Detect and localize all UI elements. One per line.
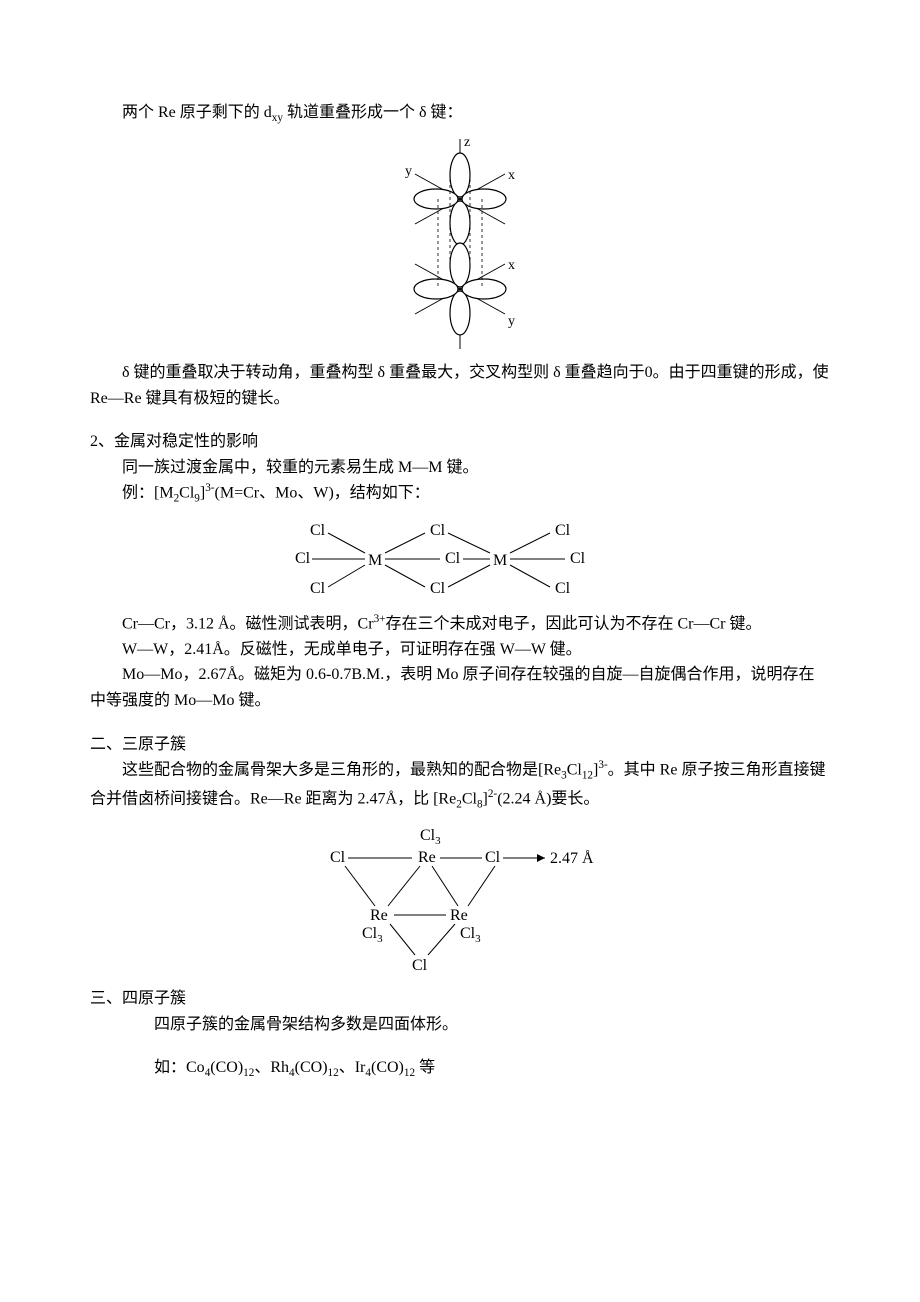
section-2-line-2: 例：[M2Cl9]3-(M=Cr、Mo、W)，结构如下：	[90, 480, 830, 508]
delta-bond-explanation: δ 键的重叠取决于转动角，重叠构型 δ 重叠最大，交叉构型则 δ 重叠趋向于0。…	[90, 360, 830, 411]
cr-cr-paragraph: Cr—Cr，3.12 Å。磁性测试表明，Cr3+存在三个未成对电子，因此可认为不…	[90, 611, 830, 637]
m2cl9-svg: Cl Cl Cl M Cl Cl Cl M Cl Cl Cl	[280, 515, 640, 605]
section-4-line-1: 四原子簇的金属骨架结构多数是四面体形。	[90, 1012, 830, 1038]
intro-paragraph: 两个 Re 原子剩下的 dxy 轨道重叠形成一个 δ 键：	[90, 100, 830, 128]
m2cl9-structure-diagram: Cl Cl Cl M Cl Cl Cl M Cl Cl Cl	[90, 515, 830, 605]
mo-mo-paragraph: Mo—Mo，2.67Å。磁矩为 0.6-0.7B.M.，表明 Mo 原子间存在较…	[90, 662, 830, 713]
section-3-title: 二、三原子簇	[90, 732, 830, 758]
re3-svg: Re Cl3 Cl Cl 2.47 Å Re Cl3 Re Cl3	[300, 820, 620, 980]
axis-label-y-bottom: y	[508, 314, 515, 329]
svg-text:Re: Re	[418, 849, 436, 866]
svg-text:Cl: Cl	[445, 550, 461, 567]
svg-text:Cl: Cl	[295, 550, 311, 567]
svg-text:Cl: Cl	[310, 580, 326, 597]
section-4-title: 三、四原子簇	[90, 986, 830, 1012]
text: 两个 Re 原子剩下的 dxy 轨道重叠形成一个 δ 键：	[122, 104, 463, 121]
svg-text:Re: Re	[370, 907, 388, 924]
svg-text:Cl: Cl	[412, 957, 428, 974]
svg-text:M: M	[368, 552, 382, 569]
svg-text:Cl: Cl	[485, 849, 501, 866]
svg-text:Cl3: Cl3	[362, 925, 383, 945]
svg-text:Cl3: Cl3	[460, 925, 481, 945]
svg-text:Cl: Cl	[570, 550, 586, 567]
axis-label-y-top: y	[405, 164, 412, 179]
svg-text:Cl: Cl	[430, 522, 446, 539]
svg-text:Cl: Cl	[330, 849, 346, 866]
orbital-svg: z x y x y	[380, 134, 540, 354]
svg-text:Re: Re	[450, 907, 468, 924]
axis-label-x-top: x	[508, 168, 515, 183]
section-4-examples: 如：Co4(CO)12、Rh4(CO)12、Ir4(CO)12 等	[90, 1055, 830, 1083]
svg-text:M: M	[493, 552, 507, 569]
axis-label-x-bottom: x	[508, 258, 515, 273]
svg-text:Cl: Cl	[555, 580, 571, 597]
svg-text:Cl: Cl	[310, 522, 326, 539]
re3cl12-structure-diagram: Re Cl3 Cl Cl 2.47 Å Re Cl3 Re Cl3	[90, 820, 830, 980]
section-2-line-1: 同一族过渡金属中，较重的元素易生成 M—M 键。	[90, 455, 830, 481]
section-3-paragraph: 这些配合物的金属骨架大多是三角形的，最熟知的配合物是[Re3Cl12]3-。其中…	[90, 757, 830, 814]
axis-label-z: z	[464, 135, 470, 150]
svg-text:Cl: Cl	[430, 580, 446, 597]
svg-text:Cl: Cl	[555, 522, 571, 539]
section-2-title: 2、金属对稳定性的影响	[90, 429, 830, 455]
delta-bond-orbital-diagram: z x y x y	[90, 134, 830, 354]
svg-text:Cl3: Cl3	[420, 827, 441, 847]
w-w-paragraph: W—W，2.41Å。反磁性，无成单电子，可证明存在强 W—W 健。	[90, 637, 830, 663]
svg-text:2.47 Å: 2.47 Å	[550, 849, 594, 867]
